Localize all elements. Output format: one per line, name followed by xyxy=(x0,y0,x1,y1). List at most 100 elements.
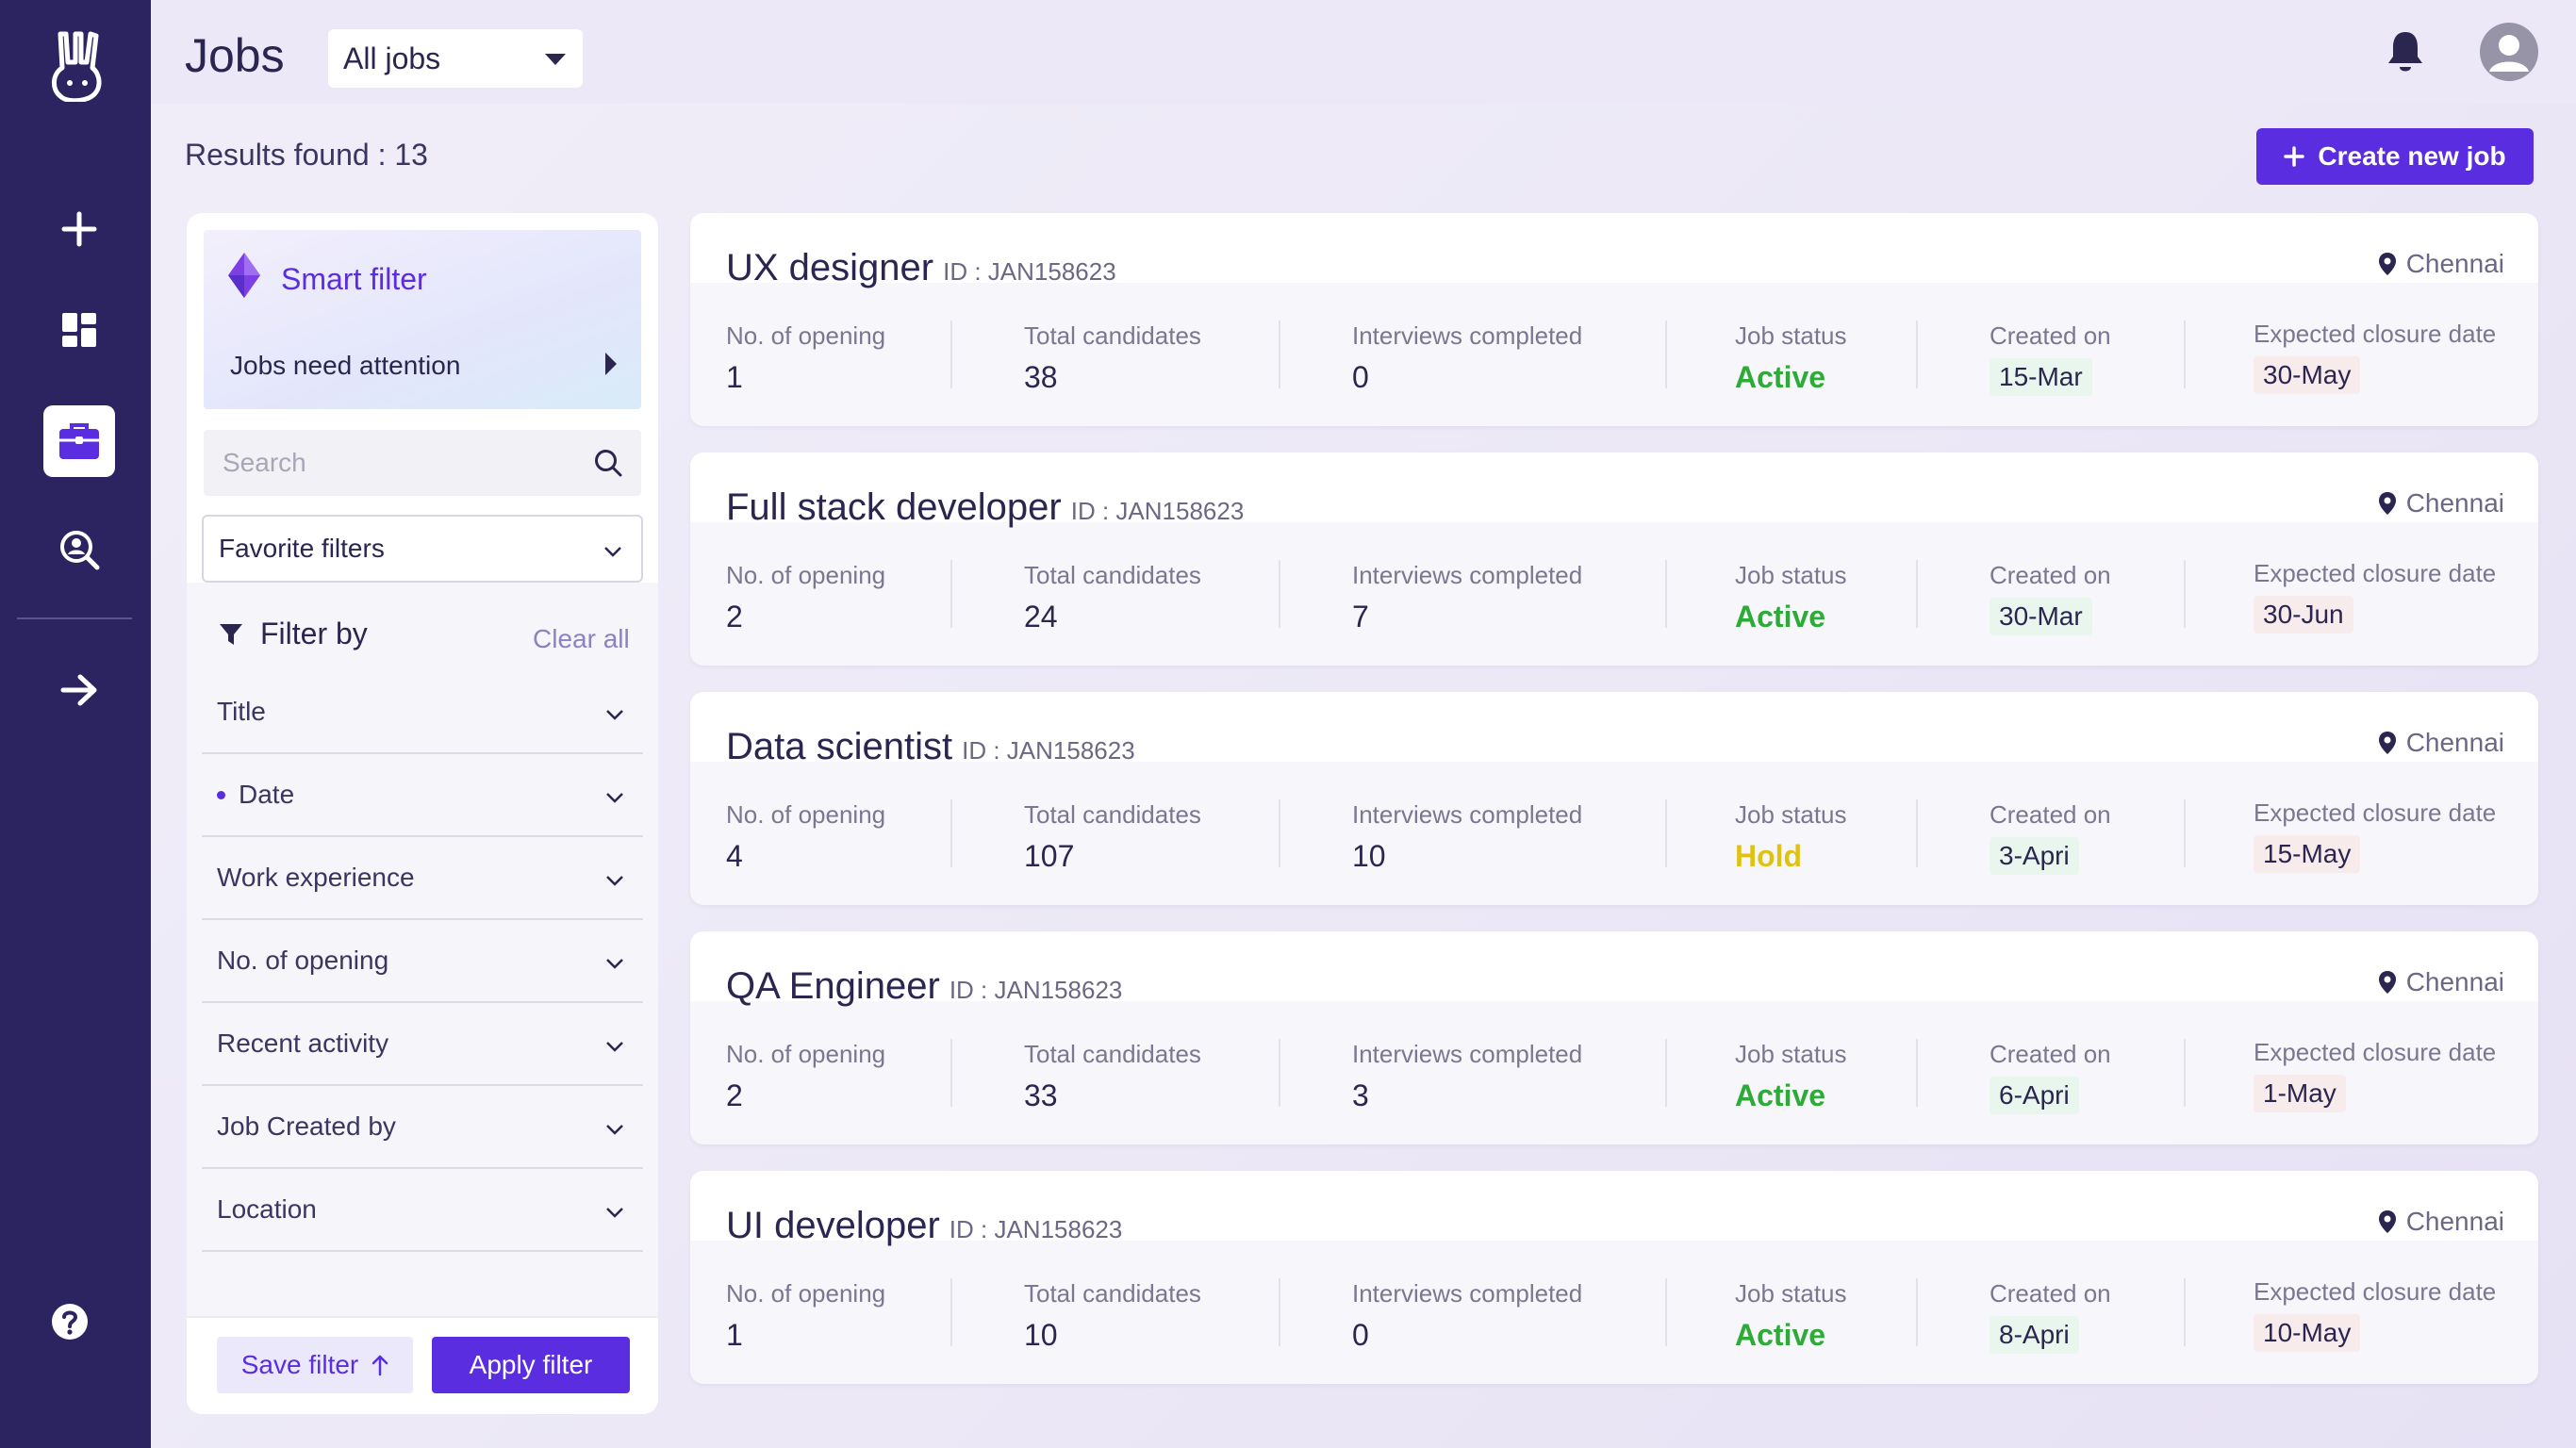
column-divider xyxy=(1279,1039,1280,1107)
smart-filter-card: Smart filter Jobs need attention xyxy=(204,230,641,409)
closure-date-chip: 10-May xyxy=(2254,1314,2361,1352)
job-card[interactable]: Full stack developer ID : JAN158623 Chenn… xyxy=(690,452,2538,666)
job-title[interactable]: Full stack developer ID : JAN158623 xyxy=(726,486,1244,529)
filter-footer: Save filter Apply filter xyxy=(187,1316,658,1414)
status-value: Active xyxy=(1735,600,1826,634)
job-location-text: Chennai xyxy=(2405,1207,2504,1236)
closure-cell: Expected closure date 30-May xyxy=(2254,320,2496,394)
candidates-label: Total candidates xyxy=(1024,1279,1201,1308)
column-divider xyxy=(1916,321,1918,388)
interviews-label: Interviews completed xyxy=(1352,1040,1583,1068)
favorite-filters-label: Favorite filters xyxy=(219,534,385,563)
filter-row-job-created-by[interactable]: Job Created by xyxy=(202,1086,643,1169)
job-id: ID : JAN158623 xyxy=(949,1215,1123,1243)
candidates-label: Total candidates xyxy=(1024,800,1201,829)
job-card[interactable]: UX designer ID : JAN158623 Chennai No. of… xyxy=(690,213,2538,426)
job-location-text: Chennai xyxy=(2405,249,2504,278)
openings-value: 1 xyxy=(726,1318,743,1352)
clear-all-link[interactable]: Clear all xyxy=(533,624,630,653)
job-card[interactable]: QA Engineer ID : JAN158623 Chennai No. of… xyxy=(690,931,2538,1144)
job-title-text: QA Engineer xyxy=(726,965,940,1007)
job-card-header xyxy=(690,692,2538,762)
openings-label: No. of opening xyxy=(726,1040,886,1068)
funnel-icon xyxy=(220,623,242,645)
interviews-label: Interviews completed xyxy=(1352,561,1583,589)
created-cell: Created on 15-Mar xyxy=(1990,321,2111,396)
closure-cell: Expected closure date 1-May xyxy=(2254,1038,2496,1112)
candidates-cell: Total candidates 24 xyxy=(1024,561,1201,634)
interviews-cell: Interviews completed 3 xyxy=(1352,1040,1582,1113)
job-title[interactable]: UI developer ID : JAN158623 xyxy=(726,1205,1122,1247)
job-card[interactable]: Data scientist ID : JAN158623 Chennai No.… xyxy=(690,692,2538,905)
filter-row-work-experience[interactable]: Work experience xyxy=(202,837,643,920)
job-title[interactable]: Data scientist ID : JAN158623 xyxy=(726,726,1135,768)
job-id: ID : JAN158623 xyxy=(1070,497,1245,525)
created-date-chip: 6-Apri xyxy=(1990,1077,2079,1114)
search-icon[interactable] xyxy=(594,449,622,482)
job-card-header xyxy=(690,452,2538,522)
location-pin-icon xyxy=(2378,732,2396,754)
help-icon[interactable] xyxy=(34,1286,106,1358)
filter-body xyxy=(187,583,658,1327)
create-new-job-button[interactable]: Create new job xyxy=(2256,128,2534,185)
closure-date-chip: 30-Jun xyxy=(2254,596,2353,634)
job-card[interactable]: UI developer ID : JAN158623 Chennai No. o… xyxy=(690,1171,2538,1384)
caret-down-icon xyxy=(545,54,566,65)
candidates-label: Total candidates xyxy=(1024,321,1201,350)
results-count: Results found : 13 xyxy=(185,138,428,172)
openings-value: 2 xyxy=(726,1078,743,1112)
job-id: ID : JAN158623 xyxy=(949,976,1123,1004)
column-divider xyxy=(2184,321,2186,388)
closure-cell: Expected closure date 15-May xyxy=(2254,798,2496,873)
jobs-type-dropdown[interactable]: All jobs xyxy=(328,29,583,88)
interviews-value: 0 xyxy=(1352,1318,1369,1352)
filter-row-title[interactable]: Title xyxy=(202,671,643,754)
job-title[interactable]: QA Engineer ID : JAN158623 xyxy=(726,965,1122,1008)
candidate-search-icon[interactable] xyxy=(43,514,115,585)
job-location: Chennai xyxy=(2378,1207,2504,1237)
closure-label: Expected closure date xyxy=(2254,559,2497,587)
save-filter-label: Save filter xyxy=(240,1350,359,1379)
chevron-down-icon xyxy=(605,1194,624,1225)
column-divider xyxy=(950,1039,952,1107)
create-new-job-label: Create new job xyxy=(2318,141,2506,171)
filter-row-no-of-opening[interactable]: No. of opening xyxy=(202,920,643,1003)
column-divider xyxy=(2184,799,2186,867)
caret-right-icon[interactable] xyxy=(605,353,617,375)
status-value: Active xyxy=(1735,1078,1826,1112)
logo-icon[interactable] xyxy=(47,30,107,104)
filter-row-date[interactable]: Date xyxy=(202,754,643,837)
filter-row-location[interactable]: Location xyxy=(202,1169,643,1252)
created-label: Created on xyxy=(1990,800,2111,829)
interviews-cell: Interviews completed 0 xyxy=(1352,1279,1582,1353)
job-title-text: UI developer xyxy=(726,1205,940,1246)
filter-row-label: Work experience xyxy=(217,863,415,892)
user-avatar[interactable] xyxy=(2480,23,2538,81)
job-title-text: Data scientist xyxy=(726,726,953,767)
status-label: Job status xyxy=(1735,321,1847,350)
created-cell: Created on 6-Apri xyxy=(1990,1040,2111,1114)
status-label: Job status xyxy=(1735,1040,1847,1068)
briefcase-icon[interactable] xyxy=(43,405,115,477)
filter-row-recent-activity[interactable]: Recent activity xyxy=(202,1003,643,1086)
candidates-value: 33 xyxy=(1024,1078,1058,1112)
filter-by-label: Filter by xyxy=(260,617,368,650)
top-header: Jobs All jobs xyxy=(151,0,2576,104)
closure-date-chip: 1-May xyxy=(2254,1075,2346,1112)
filter-search xyxy=(204,430,641,496)
job-title[interactable]: UX designer ID : JAN158623 xyxy=(726,247,1116,289)
save-filter-button[interactable]: Save filter xyxy=(217,1337,413,1393)
column-divider xyxy=(950,1278,952,1346)
bell-icon[interactable] xyxy=(2386,28,2425,78)
favorite-filters-dropdown[interactable]: Favorite filters xyxy=(202,515,643,583)
dashboard-icon[interactable] xyxy=(43,294,115,366)
apply-filter-button[interactable]: Apply filter xyxy=(432,1337,630,1393)
chevron-down-icon xyxy=(605,697,624,727)
arrow-right-icon[interactable] xyxy=(43,654,115,726)
openings-cell: No. of opening 1 xyxy=(726,321,885,395)
jobs-need-attention-link[interactable]: Jobs need attention xyxy=(230,351,461,380)
job-card-header xyxy=(690,1171,2538,1241)
add-icon[interactable] xyxy=(43,193,115,265)
search-input[interactable] xyxy=(204,448,562,478)
column-divider xyxy=(950,321,952,388)
